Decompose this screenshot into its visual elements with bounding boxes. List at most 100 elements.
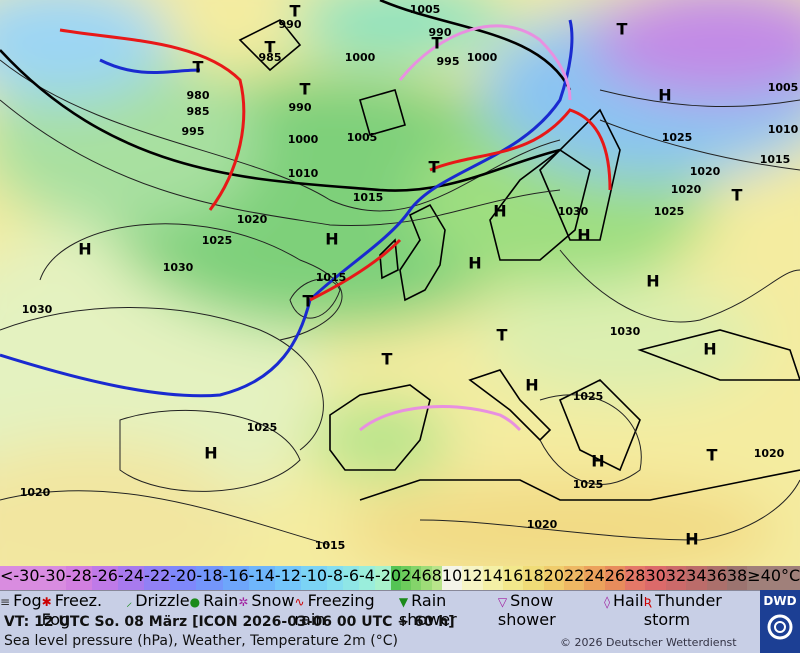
scale-value: -4 [359,566,375,585]
scale-value: 10 [441,566,463,585]
legend-label: Hail [613,591,644,610]
copyright: © 2026 Deutscher Wetterdienst [560,636,737,649]
high-pressure: H [685,530,698,549]
low-pressure: T [617,20,628,39]
legend-item: ● Rain [190,591,239,615]
legend-symbol: ▽ [497,595,508,609]
isobar-label: 1000 [467,51,498,64]
scale-value: 6 [421,566,432,585]
scale-cell: 0 [390,566,402,590]
isobar-label: 1005 [768,81,799,94]
scale-cell: 8 [431,566,442,590]
scale-cell: 4 [411,566,422,590]
scale-value: -18 [196,566,223,585]
isobar-label: 1015 [353,191,384,204]
scale-value: 2 [401,566,412,585]
isobar-label: 1020 [754,447,785,460]
isobar-label: 995 [437,55,460,68]
scale-value: -26 [91,566,118,585]
legend-label: Thunder storm [643,591,722,629]
low-pressure: T [707,446,718,465]
scale-above: ≥40 [747,566,781,585]
isobar-label: 985 [187,105,210,118]
high-pressure: H [577,226,590,245]
scale-cell: -10 [300,566,328,590]
legend-item: Ʀ Thunder storm [644,591,760,629]
legend-item: ▽ Snow shower [497,591,604,629]
isobar-label: 1000 [345,51,376,64]
high-pressure: H [646,272,659,291]
scale-cell: 36 [706,566,727,590]
scale-cell: -26 [91,566,118,590]
legend-label: Freez. Fog [41,591,103,629]
legend-symbol: ◊ [604,595,611,609]
legend-item: ▼ Rain shower [398,591,498,629]
scale-cell: 38 [726,566,748,590]
scale-cell: 30 [645,566,666,590]
legend-item: ∿ Freezing rain [294,591,399,629]
low-pressure: T [429,158,440,177]
legend-item: ⸝ Drizzle [126,591,189,615]
isobar-label: 1025 [654,205,685,218]
high-pressure: H [325,230,338,249]
scale-value: -2 [374,566,391,585]
isobar-label: 1005 [410,3,441,16]
fronts [0,19,612,432]
scale-value: 12 [462,566,483,585]
legend-label: Rain [203,591,239,610]
isobar-label: 1030 [558,205,589,218]
scale-value: 26 [604,566,626,585]
low-pressure: T [265,38,276,57]
scale-cell: -20 [170,566,197,590]
high-pressure: H [591,452,604,471]
scale-value: -22 [144,566,171,585]
legend-symbol: ∿ [294,595,305,609]
scale-cell: -12 [274,566,301,590]
scale-cell: -28 [65,566,92,590]
legend-symbol: ▼ [398,595,409,609]
scale-value: 28 [625,566,646,585]
legend-symbol: ≡ [0,595,11,609]
scale-value: -6 [343,566,359,585]
scale-value: 20 [543,566,564,585]
scale-value: 14 [482,566,503,585]
coastlines [238,18,800,501]
isobar-label: 1025 [202,234,233,247]
legend-symbol: ✲ [238,595,249,609]
scale-unit: °C [781,566,800,585]
legend-item: ◊ Hail [604,591,644,615]
scale-cell: -14 [248,566,275,590]
low-pressure: T [290,2,301,21]
low-pressure: T [193,58,204,77]
scale-value: -24 [117,566,145,585]
isobar-label: 980 [187,89,210,102]
scale-value: 36 [706,566,727,585]
legend-item: ✱ Freez. Fog [41,591,127,629]
isobar-label: 1020 [237,213,268,226]
scale-value: 34 [686,566,707,585]
scale-cell: <-30 [0,566,40,590]
legend-label: Snow shower [497,591,556,629]
scale-cell: 16 [502,566,524,590]
legend-item: ≡ Fog [0,591,42,615]
legend-label: Drizzle [135,591,190,610]
scale-value: 18 [523,566,544,585]
legend-symbol: ✱ [41,595,52,609]
scale-cell: -18 [196,566,223,590]
scale-cell: 20 [543,566,564,590]
scale-cell: 32 [665,566,687,590]
scale-cell: -22 [144,566,171,590]
scale-value: 8 [431,566,442,585]
dwd-logo: DWD [760,590,800,653]
scale-value: 24 [584,566,605,585]
scale-cell: 12 [462,566,483,590]
isobar-label: 985 [259,51,282,64]
low-pressure: T [497,326,508,345]
scale-value: 22 [564,566,585,585]
scale-value: 16 [502,566,524,585]
isobar-label: 1015 [760,153,791,166]
high-pressure: H [493,202,506,221]
isobar-label: 1015 [315,539,346,552]
legend-label: Freezing rain [294,591,375,629]
weather-legend: ≡ Fog ✱ Freez. Fog ⸝ Drizzle ● Rain ✲ Snow ∿ Freezi… [0,590,760,629]
